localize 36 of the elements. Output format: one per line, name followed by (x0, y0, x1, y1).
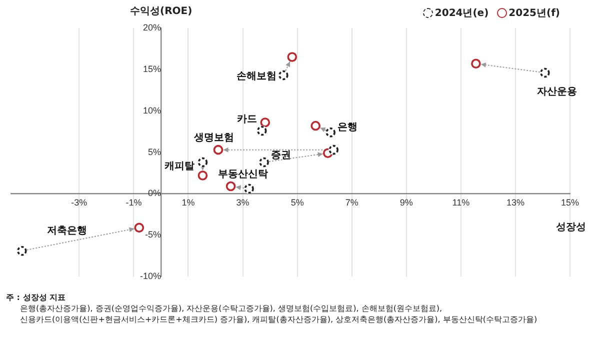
x-tick-label: 3% (236, 198, 250, 208)
point (471, 58, 481, 69)
x-tick-label: -3% (71, 198, 88, 208)
point (260, 118, 270, 128)
annotation: 부동산신탁 (218, 168, 268, 180)
x-tick-label: 11% (452, 198, 470, 208)
point (134, 222, 144, 233)
text: 신용카드(이용액(신판+현금서비스+카드론+체크카드) 증가율), 캐피탈(총자산증가율), 상호저축은행(총자산증가율), 부동산신탁(수탁고증가율) (19, 314, 538, 325)
annotation: 캐피탈 (164, 160, 195, 172)
point (198, 170, 208, 180)
x-tick-label: 1% (182, 198, 195, 208)
x-tick-label: 7% (345, 198, 358, 208)
text: 주 : 성장성 지표 (6, 292, 67, 303)
text: 은행(총자산증가율), 증권(순영업수익증가율), 자산운용(수탁고증가율), 생명보험(수입보험료), 손해보험(원수보험료), (19, 303, 444, 314)
x-tick-label: 5% (290, 198, 304, 208)
annotation: 은행 (338, 122, 358, 134)
annotation: 증권 (271, 150, 292, 161)
x-tick-label: 9% (400, 198, 413, 208)
annotation: 손해보험 (236, 70, 276, 82)
annotation: 자산운용 (536, 86, 577, 98)
point (287, 52, 298, 62)
x-tick-label: -1% (126, 198, 142, 208)
x-tick-label: 15% (560, 198, 580, 208)
y-axis-title: 수익성(ROE) (130, 5, 192, 18)
point (226, 181, 236, 192)
point (310, 120, 320, 131)
x-tick-label: 13% (506, 198, 524, 208)
annotation: 카드 (237, 114, 258, 126)
y-tick-label: -10% (140, 271, 161, 282)
y-tick-label: 20% (142, 22, 161, 32)
annotation: 저축은행 (46, 226, 87, 237)
legend-label: 2024년(e) (434, 7, 489, 20)
point (213, 144, 224, 155)
legend-label: 2025년(f) (508, 7, 560, 20)
x-axis-title: 성장성 (556, 221, 586, 234)
annotation: 생명보험 (193, 132, 234, 144)
